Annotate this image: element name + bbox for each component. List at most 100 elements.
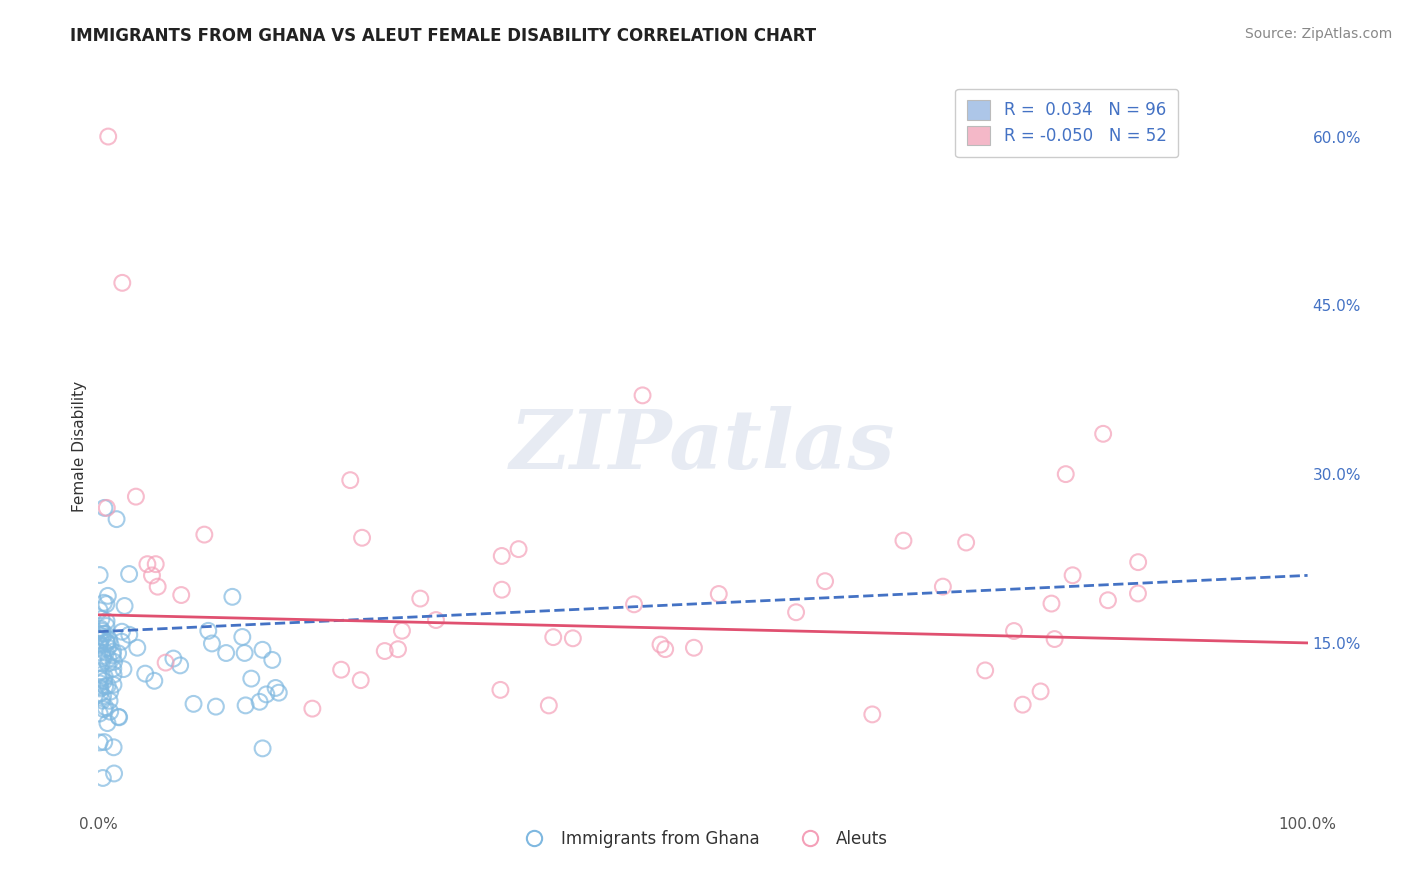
Point (89, 681, 111, 696)
Point (893, 533, 915, 548)
Point (141, 568, 163, 582)
Point (89, 672, 111, 686)
Point (96, 597, 118, 611)
Text: ZIPatlas: ZIPatlas (510, 406, 896, 486)
Point (1097, 593, 1119, 607)
Point (94, 626, 117, 640)
Point (387, 642, 409, 657)
Point (94, 646, 117, 660)
Point (90, 657, 112, 671)
Point (94, 700, 117, 714)
Point (409, 591, 432, 606)
Point (1128, 555, 1150, 569)
Point (89, 637, 111, 651)
Point (267, 686, 290, 700)
Point (425, 613, 447, 627)
Point (96, 716, 118, 731)
Y-axis label: Female Disability: Female Disability (72, 380, 87, 512)
Point (262, 653, 284, 667)
Point (91, 693, 114, 707)
Point (103, 667, 125, 681)
Point (90, 622, 112, 636)
Point (91, 648, 114, 663)
Point (860, 707, 883, 722)
Point (96, 635, 118, 649)
Point (330, 663, 353, 677)
Point (89, 645, 111, 659)
Point (97, 129, 120, 144)
Point (97, 589, 120, 603)
Point (91, 626, 114, 640)
Point (491, 582, 513, 597)
Point (1062, 568, 1084, 582)
Point (707, 587, 730, 601)
Point (537, 698, 560, 713)
Point (90, 612, 112, 626)
Point (683, 640, 706, 655)
Point (89, 603, 111, 617)
Point (143, 673, 166, 688)
Point (96, 636, 118, 650)
Point (93, 702, 115, 716)
Point (215, 646, 238, 660)
Point (91, 630, 114, 644)
Point (252, 642, 274, 657)
Point (252, 741, 274, 756)
Point (264, 681, 287, 695)
Point (146, 580, 169, 594)
Point (231, 630, 253, 644)
Point (650, 638, 672, 652)
Point (101, 644, 124, 658)
Point (974, 664, 997, 678)
Point (91, 624, 114, 638)
Point (491, 549, 513, 563)
Point (1040, 597, 1063, 611)
Point (93, 673, 115, 688)
Point (107, 710, 129, 724)
Point (96, 614, 118, 628)
Point (155, 656, 177, 670)
Point (94, 680, 117, 694)
Point (561, 632, 583, 646)
Point (97, 640, 120, 655)
Point (89, 632, 111, 647)
Point (235, 698, 257, 713)
Point (541, 630, 564, 644)
Point (352, 531, 374, 545)
Point (127, 640, 149, 655)
Point (89, 568, 111, 582)
Point (98, 632, 121, 647)
Point (301, 701, 323, 715)
Point (90, 668, 112, 682)
Point (98, 694, 121, 708)
Point (101, 648, 124, 663)
Point (89, 639, 111, 653)
Point (103, 662, 125, 676)
Point (932, 580, 955, 594)
Point (107, 646, 129, 660)
Point (249, 695, 271, 709)
Point (201, 636, 224, 650)
Point (240, 672, 263, 686)
Point (1092, 426, 1115, 441)
Point (136, 557, 159, 571)
Point (111, 624, 134, 639)
Point (197, 624, 219, 638)
Point (391, 624, 413, 638)
Point (118, 628, 141, 642)
Point (508, 542, 530, 557)
Point (91, 689, 114, 703)
Point (134, 666, 156, 681)
Point (103, 766, 125, 780)
Point (205, 699, 228, 714)
Point (91, 771, 114, 785)
Point (111, 634, 134, 648)
Point (221, 590, 243, 604)
Point (103, 678, 125, 692)
Point (1011, 698, 1033, 712)
Point (89, 638, 111, 652)
Point (118, 567, 141, 582)
Point (339, 473, 361, 487)
Point (89, 680, 111, 694)
Point (98, 685, 121, 699)
